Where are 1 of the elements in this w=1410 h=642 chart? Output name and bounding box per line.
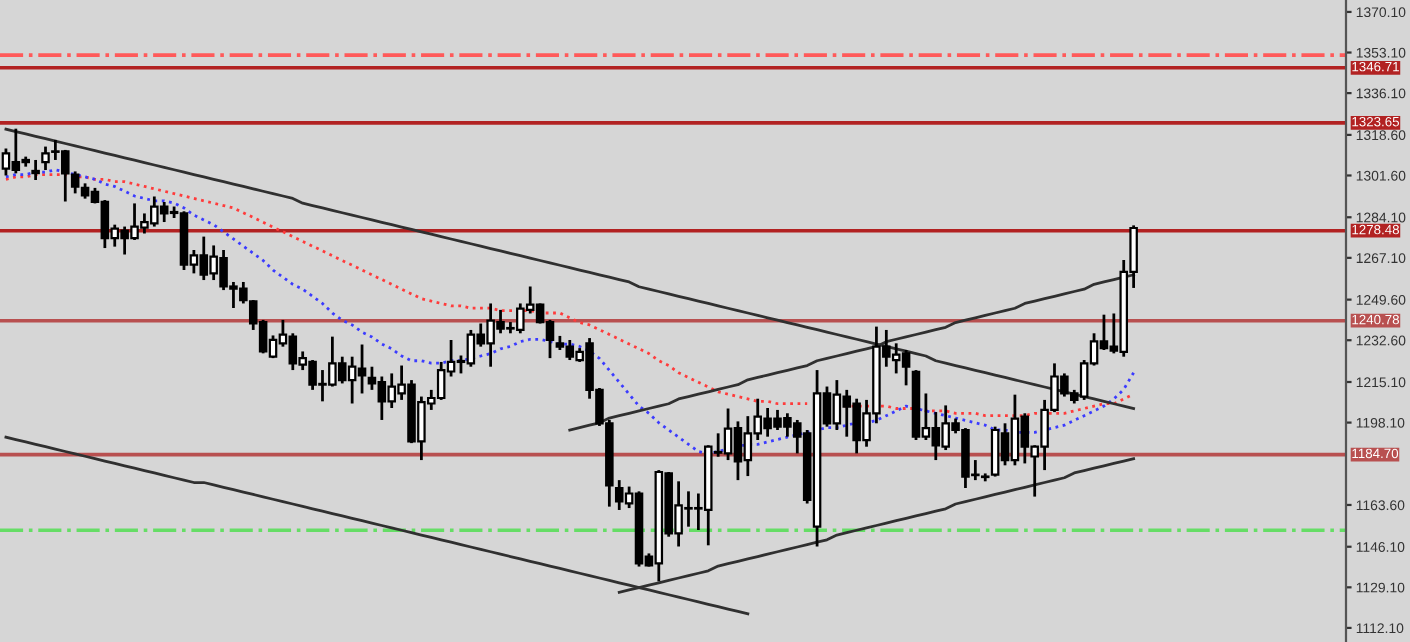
candlestick xyxy=(31,158,40,182)
